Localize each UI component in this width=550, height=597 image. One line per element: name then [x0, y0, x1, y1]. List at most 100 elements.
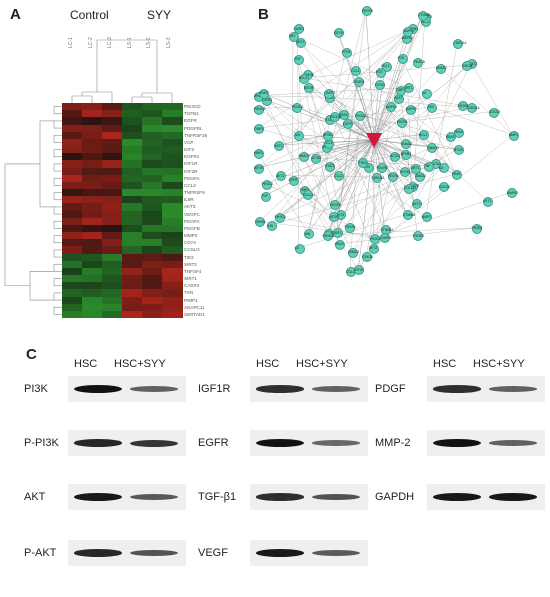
- column-header-hsc-syy: HSC+SYY: [296, 358, 348, 370]
- network-edge: [373, 139, 413, 186]
- heatmap-cell: [122, 224, 143, 233]
- heatmap-cell: [122, 296, 143, 305]
- heatmap-cell: [142, 174, 163, 183]
- network-node: [296, 37, 307, 48]
- heatmap-cell: [162, 296, 183, 305]
- network-node: [375, 67, 386, 78]
- network-node: [261, 179, 272, 190]
- heatmap-cell: [82, 217, 103, 226]
- network-node-label: COL1A1: [303, 192, 316, 197]
- network-node: [254, 124, 264, 135]
- gene-label: EGFR: [184, 118, 197, 124]
- gene-label: PDGFA: [184, 175, 200, 181]
- gene-label: VCP: [184, 139, 194, 145]
- network-node-label: PTEN: [341, 50, 351, 55]
- network-edge: [423, 134, 456, 174]
- network-node: [333, 28, 344, 39]
- network-node: [402, 210, 413, 221]
- network-node-label: MMP2: [254, 151, 264, 156]
- network-node-label: ACTA2: [430, 161, 441, 166]
- heatmap-cell: [122, 289, 143, 297]
- heatmap-cell: [62, 117, 83, 125]
- gene-label: PDGFA: [184, 218, 200, 224]
- network-edge: [326, 227, 476, 236]
- network-node: [421, 88, 432, 99]
- network-node: [362, 252, 373, 263]
- heatmap-cell: [82, 260, 103, 269]
- gene-label: CD74: [184, 240, 196, 246]
- heatmap-cell: [162, 117, 183, 125]
- protein-label: TGF-β1: [198, 491, 237, 503]
- network-node: [344, 222, 355, 233]
- gene-label: TNFRSF9: [184, 190, 205, 196]
- network-node-label: CCL2: [324, 141, 333, 146]
- protein-label: IGF1R: [198, 383, 231, 395]
- network-node-label: HRAS: [454, 130, 463, 135]
- protein-label: EGFR: [198, 437, 229, 449]
- network-edge: [302, 30, 408, 78]
- network-node-label: MAPK1: [403, 29, 415, 34]
- heatmap-cell: [142, 196, 163, 204]
- heatmap-cell: [162, 275, 183, 283]
- heatmap-cell: [62, 153, 83, 161]
- network-edge: [257, 16, 426, 168]
- heatmap-cell: [142, 224, 163, 233]
- heatmap-cell: [102, 296, 123, 305]
- network-edge: [257, 95, 337, 233]
- network-node: [329, 200, 340, 211]
- network-node-label: IL6: [421, 91, 427, 96]
- gene-label: SIRT2: [184, 261, 197, 267]
- protein-label: PDGF: [375, 383, 406, 395]
- network-node: [400, 149, 411, 160]
- network-node: [371, 173, 382, 184]
- network-node: [266, 221, 277, 231]
- heatmap-cell: [162, 239, 183, 247]
- heatmap-cell: [122, 189, 143, 197]
- heatmap-cell: [102, 146, 123, 154]
- network-node-label: IGF1R: [354, 267, 364, 272]
- network-node-label: SMAD3: [414, 174, 426, 179]
- protein-label: AKT: [24, 491, 46, 503]
- band-hsc: [256, 549, 304, 557]
- heatmap-cell: [62, 138, 83, 147]
- band-hsc-syy: [130, 386, 178, 392]
- gene-label: IL9R: [184, 197, 194, 203]
- network-node-label: KRAS: [338, 112, 348, 117]
- heatmap-cell: [102, 232, 123, 240]
- heatmap-cell: [62, 239, 83, 247]
- network-node-label: SOCS3: [489, 110, 500, 115]
- network-node: [438, 182, 449, 193]
- heatmap-cell: [122, 253, 143, 262]
- gene-label: TGFB1: [184, 111, 199, 117]
- network-node: [369, 234, 380, 245]
- network-node: [390, 151, 401, 162]
- network-node: [292, 102, 303, 113]
- heatmap-cell: [82, 303, 103, 312]
- panel-label-c: C: [26, 346, 37, 363]
- network-edge: [265, 99, 308, 195]
- network-node: [261, 191, 272, 202]
- network-node-label: PDGFB: [408, 184, 420, 189]
- heatmap-cell: [142, 267, 163, 276]
- heatmap-cell: [62, 210, 83, 219]
- gene-label: TIE2: [184, 254, 194, 260]
- heatmap-cell: [82, 232, 103, 240]
- network-node: [334, 239, 345, 250]
- network-edge: [257, 28, 412, 129]
- network-node: [412, 199, 423, 210]
- heatmap-cell: [162, 260, 183, 269]
- heatmap-cell: [122, 160, 143, 168]
- network-node-label: BCL2: [419, 132, 428, 137]
- network-node: [403, 183, 414, 194]
- network-node-label: FOS: [375, 70, 383, 75]
- heatmap-cell: [62, 253, 83, 262]
- heatmap-cell: [82, 181, 103, 190]
- network-edge: [257, 108, 426, 217]
- network-node: [288, 175, 299, 186]
- network-node-label: PIK3CA: [354, 113, 367, 118]
- band-hsc-syy: [312, 550, 360, 556]
- network-node: [254, 163, 264, 174]
- network-node: [400, 167, 411, 178]
- network-node: [358, 158, 369, 169]
- network-edge: [298, 134, 375, 141]
